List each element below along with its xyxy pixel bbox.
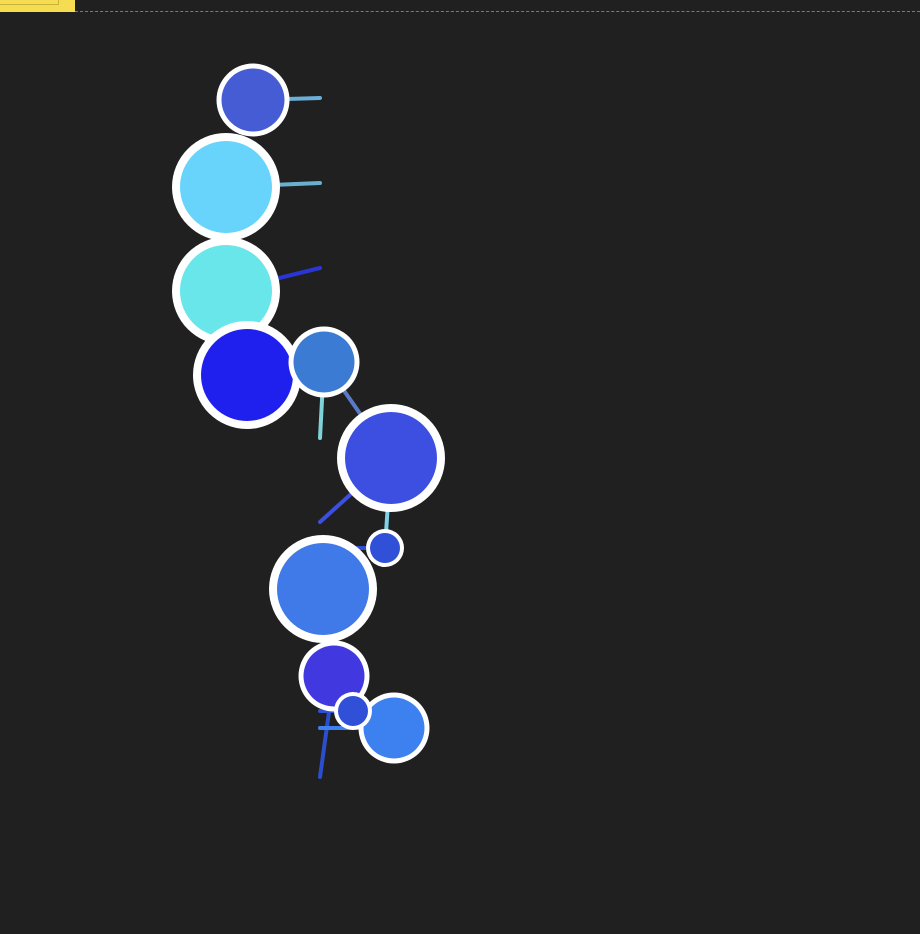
bubble-point — [201, 329, 293, 421]
bubble-point — [370, 533, 400, 563]
bubble-point — [221, 68, 285, 132]
bubble-point — [345, 412, 437, 504]
bubble-point — [180, 245, 272, 337]
bubble-point — [363, 697, 425, 759]
top-tab-edge — [0, 0, 59, 5]
bubble-point — [303, 645, 365, 707]
bubble-point — [277, 543, 369, 635]
bubble-point — [180, 141, 272, 233]
bubble-point — [338, 696, 368, 726]
top-divider — [75, 11, 920, 12]
bubble-point — [293, 331, 355, 393]
top-tab[interactable] — [0, 0, 75, 12]
nodes-layer — [172, 63, 445, 764]
